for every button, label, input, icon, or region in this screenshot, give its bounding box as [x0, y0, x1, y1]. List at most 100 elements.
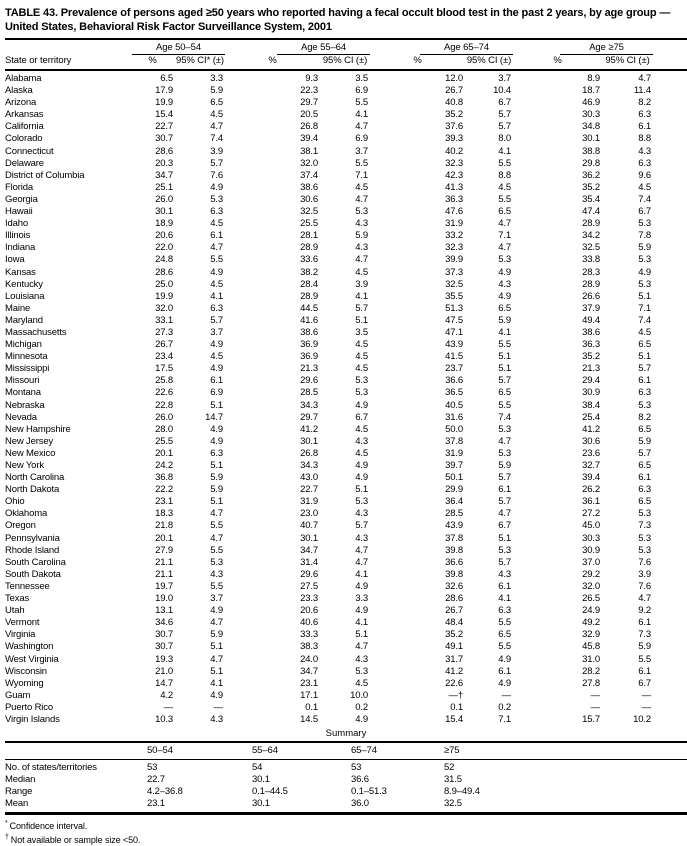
value-cell: 26.6: [582, 290, 600, 302]
spacer-cell: [653, 690, 687, 702]
summary-value-cell: 23.1: [147, 798, 165, 810]
state-cell: Arkansas: [5, 109, 44, 121]
value-cell: —: [501, 689, 512, 701]
value-cell: 32.0: [155, 302, 173, 314]
value-cell: 5.5: [210, 544, 223, 556]
value-cell: 28.3: [582, 266, 600, 278]
table-row: Oregon 21.8 5.5 40.7 5.7 43.9 6.7 45.0 7…: [5, 520, 687, 532]
table-row: Nebraska 22.8 5.1 34.3 4.9 40.5 5.5 38.4…: [5, 400, 687, 412]
value-cell: 5.3: [638, 508, 651, 520]
spacer-cell: [653, 484, 687, 496]
value-cell: 32.3: [445, 242, 463, 254]
value-cell: 28.5: [445, 508, 463, 520]
value-cell: 6.5: [160, 73, 173, 84]
value-cell: 22.2: [155, 484, 173, 496]
state-cell: Kansas: [5, 266, 36, 278]
value-cell: 43.9: [445, 339, 463, 351]
value-cell: 5.7: [210, 314, 223, 326]
value-cell: 41.5: [445, 351, 463, 363]
value-cell: 4.3: [355, 218, 368, 230]
value-cell: 27.3: [155, 326, 173, 338]
spacer-cell: [653, 291, 687, 303]
value-cell: 43.0: [300, 472, 318, 484]
value-cell: 26.8: [300, 447, 318, 459]
value-cell: 22.7: [155, 121, 173, 133]
value-cell: 14.7: [205, 411, 223, 423]
value-cell: 32.0: [300, 157, 318, 169]
value-cell: 4.2: [160, 689, 173, 701]
table-row: New York 24.2 5.1 34.3 4.9 39.7 5.9 32.7…: [5, 460, 687, 472]
table-row: Utah 13.1 4.9 20.6 4.9 26.7 6.3 24.9 9.2: [5, 605, 687, 617]
value-cell: 26.7: [155, 339, 173, 351]
table-row: Idaho 18.9 4.5 25.5 4.3 31.9 4.7 28.9 5.…: [5, 218, 687, 230]
value-cell: 38.8: [582, 145, 600, 157]
state-cell: Minnesota: [5, 351, 48, 363]
value-cell: 3.7: [210, 326, 223, 338]
table-row: Illinois 20.6 6.1 28.1 5.9 33.2 7.1 34.2…: [5, 230, 687, 242]
value-cell: 5.1: [355, 314, 368, 326]
value-cell: 30.3: [582, 109, 600, 121]
value-cell: 39.8: [445, 568, 463, 580]
table-row: Oklahoma 18.3 4.7 23.0 4.3 28.5 4.7 27.2…: [5, 508, 687, 520]
spacer-cell: [653, 605, 687, 617]
pct-header-75plus: %: [513, 55, 602, 71]
value-cell: 6.1: [498, 484, 511, 496]
value-cell: 5.5: [210, 520, 223, 532]
value-cell: 6.7: [498, 97, 511, 109]
value-cell: 19.9: [155, 97, 173, 109]
value-cell: 34.2: [582, 230, 600, 242]
value-cell: 0.1: [450, 701, 463, 713]
value-cell: 4.9: [498, 290, 511, 302]
state-cell: Texas: [5, 593, 30, 605]
value-cell: 14.5: [300, 713, 318, 725]
spacer-cell: [653, 641, 687, 653]
value-cell: 4.9: [355, 399, 368, 411]
state-cell: Tennessee: [5, 580, 50, 592]
table-row: New Mexico 20.1 6.3 26.8 4.5 31.9 5.3 23…: [5, 448, 687, 460]
summary-value-cell: 36.6: [351, 774, 369, 786]
state-cell: New York: [5, 460, 44, 471]
value-cell: —: [590, 701, 601, 713]
value-cell: 50.1: [445, 472, 463, 484]
state-cell: Utah: [5, 605, 25, 617]
value-cell: 7.4: [498, 411, 511, 423]
value-cell: 30.9: [582, 387, 600, 399]
table-row: South Carolina 21.1 5.3 31.4 4.7 36.6 5.…: [5, 557, 687, 569]
value-cell: 3.9: [355, 278, 368, 290]
state-cell: Wisconsin: [5, 665, 47, 677]
value-cell: 47.1: [445, 326, 463, 338]
value-cell: 3.7: [210, 593, 223, 605]
value-cell: 37.3: [445, 266, 463, 278]
value-cell: 33.8: [582, 254, 600, 266]
spacer-cell: [653, 375, 687, 387]
value-cell: 5.9: [210, 472, 223, 484]
value-cell: 38.6: [300, 181, 318, 193]
value-cell: 5.7: [355, 302, 368, 314]
value-cell: 33.1: [155, 314, 173, 326]
summary-value-cell: 22.7: [147, 774, 165, 786]
value-cell: 6.9: [355, 133, 368, 145]
value-cell: 5.3: [498, 254, 511, 266]
value-cell: 20.6: [155, 230, 173, 242]
spacer-cell: [653, 279, 687, 291]
state-cell: Missouri: [5, 375, 40, 387]
value-cell: 4.7: [498, 242, 511, 254]
value-cell: 45.8: [582, 641, 600, 653]
state-cell: Connecticut: [5, 145, 54, 157]
value-cell: 33.6: [300, 254, 318, 266]
value-cell: 21.8: [155, 520, 173, 532]
value-cell: 5.5: [210, 254, 223, 266]
spacer-cell: [653, 97, 687, 109]
value-cell: 19.7: [155, 580, 173, 592]
table-row: Wyoming 14.7 4.1 23.1 4.5 22.6 4.9 27.8 …: [5, 678, 687, 690]
value-cell: 6.5: [638, 460, 651, 471]
value-cell: 7.6: [638, 580, 651, 592]
value-cell: 33.2: [445, 230, 463, 242]
table-row: California 22.7 4.7 26.8 4.7 37.6 5.7 34…: [5, 121, 687, 133]
value-cell: 37.8: [445, 532, 463, 544]
value-cell: 5.9: [498, 314, 511, 326]
spacer-cell: [653, 424, 687, 436]
summary-row: No. of states/territories 53 54 53 52: [5, 760, 687, 775]
value-cell: 5.1: [498, 363, 511, 375]
summary-label-cell: Median: [5, 774, 36, 786]
